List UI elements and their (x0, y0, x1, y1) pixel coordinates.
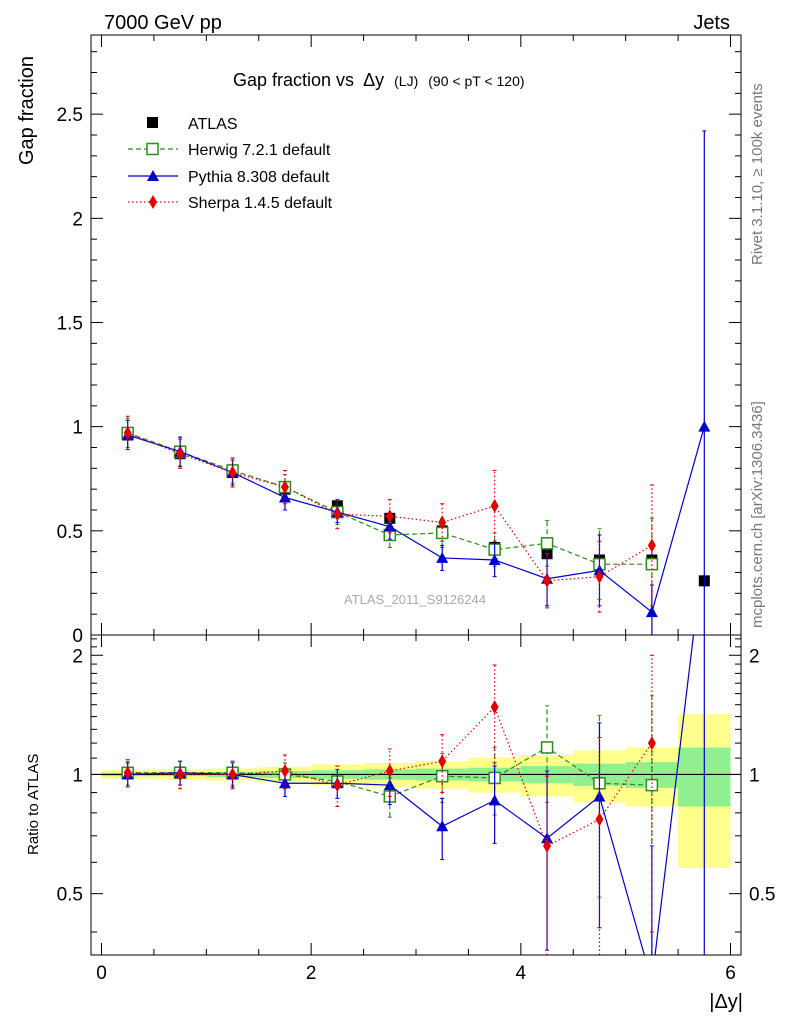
legend-pythia-label: Pythia 8.308 default (188, 169, 330, 186)
point-pythia (278, 491, 291, 503)
ratio-ytick-label-right: 0.5 (749, 885, 775, 906)
point-sherpa (490, 498, 499, 513)
main-x-ticks (100, 35, 732, 635)
line-sherpa (127, 432, 653, 582)
ratio-point-pythia (646, 976, 658, 987)
legend-sherpa-label: Sherpa 1.4.5 default (188, 195, 333, 212)
ratio-point-herwig (645, 778, 659, 792)
mcplots-label: mcplots.cern.ch [arXiv:1306.3436] (749, 401, 766, 628)
ratio-ytick-label: 2 (72, 646, 83, 667)
xtick-label: 0 (96, 963, 107, 984)
watermark: ATLAS_2011_S9126244 (344, 592, 486, 607)
ratio-point-sherpa (385, 764, 394, 779)
point-sherpa (385, 509, 394, 524)
ratio-ytick-label-right: 2 (749, 646, 760, 667)
ratio-point-sherpa (228, 767, 237, 782)
legend-herwig-marker (146, 142, 159, 156)
point-sherpa (647, 538, 656, 553)
ratio-plot-area (91, 635, 741, 987)
point-sherpa (123, 425, 132, 440)
y-axis-label: Gap fraction (16, 56, 38, 165)
title-main: Gap fraction vs (233, 70, 354, 90)
point-sherpa (280, 480, 289, 495)
ratio-ytick-label-right: 1 (749, 765, 760, 786)
header-left: 7000 GeV pp (104, 12, 222, 34)
legend-sherpa-marker (149, 195, 157, 209)
ratio-panel: 0.5 0.5 1 1 2 2 0 2 4 6 Ratio to ATLAS |Δy| (25, 634, 775, 1013)
point-sherpa (595, 569, 604, 584)
ratio-point-sherpa (438, 754, 447, 769)
point-pythia (488, 554, 501, 565)
main-panel: 0 0.5 1 1.5 2 2.5 Gap fraction Gap fraction v… (16, 34, 742, 647)
legend-sherpa: Sherpa 1.4.5 default (128, 195, 333, 212)
legend-atlas: ATLAS (147, 116, 238, 133)
ratio-series-herwig (121, 695, 659, 955)
series-atlas (122, 428, 710, 588)
ratio-point-pythia (593, 790, 606, 802)
ytick-label: 0 (72, 626, 83, 647)
point-sherpa (543, 573, 552, 588)
main-series (121, 130, 711, 635)
xtick-label: 2 (306, 963, 317, 984)
ytick-label: 1.5 (57, 314, 83, 335)
ratio-y-ticks: 0.5 0.5 1 1 2 2 (57, 638, 775, 933)
point-herwig (645, 557, 659, 571)
xtick-label: 6 (725, 963, 736, 984)
title-range: (90 < pT < 120) (428, 73, 524, 89)
point-sherpa (333, 507, 342, 522)
series-sherpa (123, 415, 656, 613)
point-sherpa (228, 465, 237, 480)
ratio-point-sherpa (280, 764, 289, 779)
ytick-label: 2 (72, 209, 83, 230)
ratio-point-pythia (488, 794, 501, 806)
point-sherpa (438, 515, 447, 530)
legend-herwig-label: Herwig 7.2.1 default (188, 142, 331, 159)
ytick-label: 2.5 (57, 105, 83, 126)
ratio-point-sherpa (123, 765, 132, 780)
legend-herwig: Herwig 7.2.1 default (128, 142, 331, 159)
ratio-y-axis-label: Ratio to ATLAS (25, 754, 42, 855)
x-axis-label: |Δy| (709, 991, 743, 1013)
ratio-point-pythia (436, 820, 449, 832)
ratio-ytick-label: 1 (72, 765, 83, 786)
main-plot-area (121, 130, 711, 635)
ytick-label: 0.5 (57, 522, 83, 543)
ratio-x-ticks: 0 2 4 6 (96, 635, 736, 984)
chart-title: Gap fraction vs Δy (LJ) (90 < pT < 120) (233, 70, 525, 90)
ratio-series-sherpa (123, 654, 656, 955)
ratio-point-sherpa (176, 767, 185, 782)
ratio-point-sherpa (595, 812, 604, 827)
point-pythia (698, 420, 711, 432)
ratio-point-sherpa (333, 778, 342, 793)
ratio-series (91, 635, 741, 987)
xtick-label: 4 (516, 963, 527, 984)
line-pythia (127, 426, 705, 614)
title-sub: (LJ) (394, 73, 418, 89)
ratio-point-pythia (383, 779, 396, 791)
ratio-point-sherpa (490, 700, 499, 715)
legend-atlas-label: ATLAS (188, 116, 238, 133)
point-pythia (436, 551, 449, 563)
point-herwig (540, 537, 554, 550)
ytick-label: 1 (72, 418, 83, 439)
legend-pythia: Pythia 8.308 default (128, 169, 330, 186)
legend-pythia-marker (147, 170, 159, 181)
rivet-label: Rivet 3.1.10, ≥ 100k events (749, 83, 766, 265)
main-y-ticks: 0 0.5 1 1.5 2 2.5 (57, 51, 741, 647)
legend: ATLAS Herwig 7.2.1 default Pythia 8.308 … (128, 116, 333, 212)
title-dy: Δy (363, 70, 384, 90)
legend-atlas-marker (147, 117, 158, 128)
ratio-point-sherpa (543, 838, 552, 853)
ratio-point-sherpa (647, 736, 656, 751)
header-right: Jets (693, 12, 730, 34)
point-sherpa (176, 446, 185, 461)
ratio-ytick-label: 0.5 (57, 885, 83, 906)
point-pythia (383, 520, 396, 532)
point-pythia (645, 606, 658, 618)
ratio-point-pythia (278, 777, 291, 789)
ratio-point-herwig (540, 741, 554, 754)
